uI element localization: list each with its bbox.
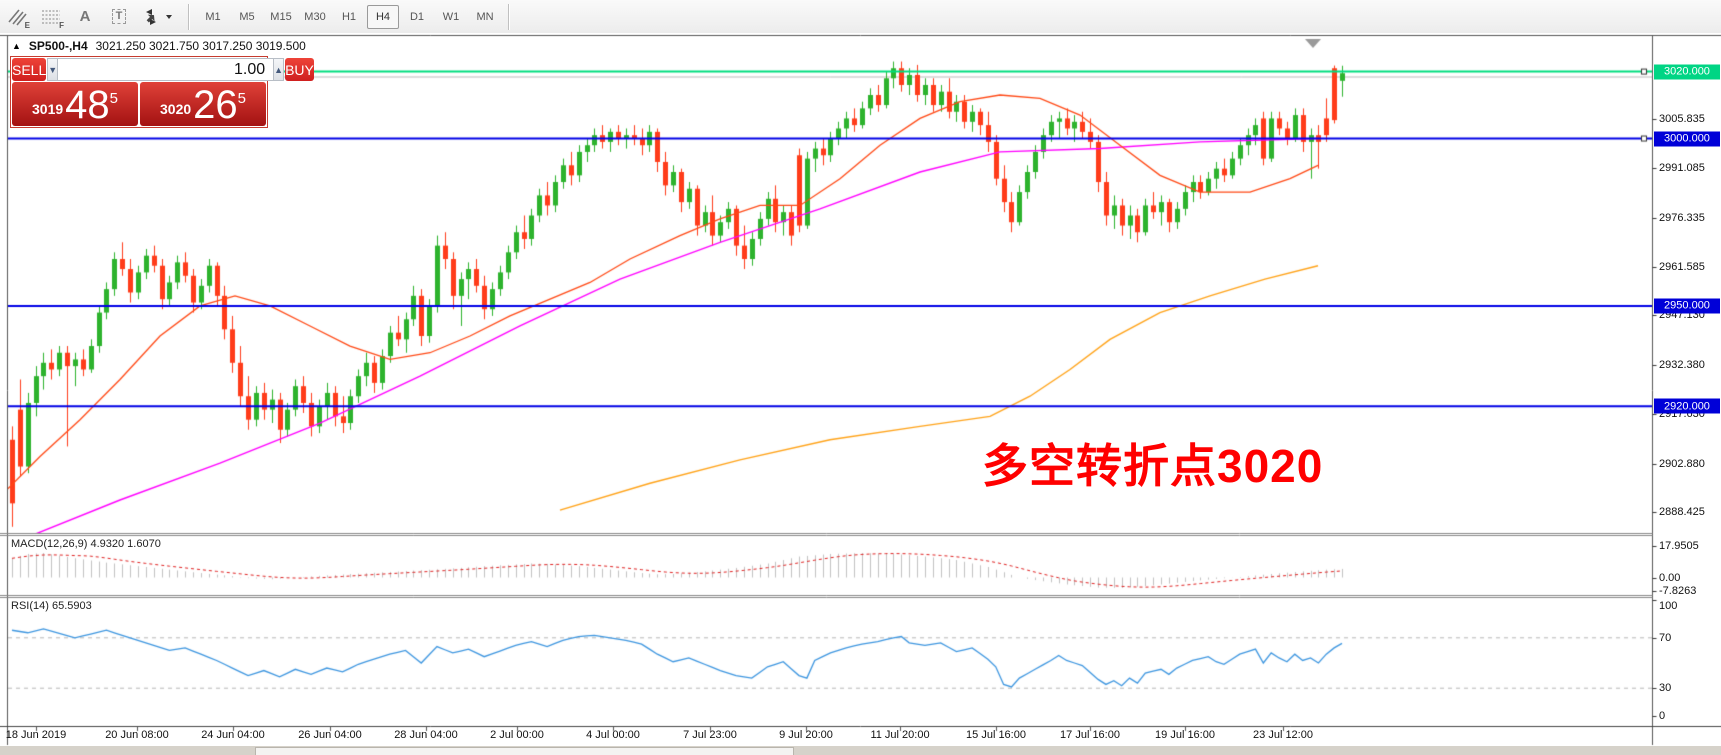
horizontal-scrollbar[interactable] bbox=[0, 746, 1721, 755]
sell-price-prefix: 3019 bbox=[32, 101, 64, 117]
price-line-badge: 3020.000 bbox=[1654, 64, 1720, 80]
date-tick-label: 2 Jul 00:00 bbox=[490, 729, 544, 741]
scrollbar-thumb[interactable] bbox=[255, 747, 794, 755]
rsi-tick-label: 100 bbox=[1659, 600, 1678, 612]
icon-sub-letter: F bbox=[59, 20, 64, 30]
timeframe-group: M1 M5 M15 M30 H1 H4 D1 W1 MN bbox=[196, 4, 502, 29]
price-tick-label: 2888.425 bbox=[1659, 505, 1705, 518]
date-tick-label: 28 Jun 04:00 bbox=[394, 729, 458, 741]
buy-price-main: 26 bbox=[193, 83, 238, 127]
price-tick-label: 2976.335 bbox=[1659, 211, 1705, 224]
date-tick-label: 15 Jul 16:00 bbox=[966, 729, 1026, 741]
sell-price-sup: 5 bbox=[109, 90, 118, 107]
price-tick-label: 2991.085 bbox=[1659, 162, 1705, 175]
date-tick-label: 18 Jun 2019 bbox=[5, 729, 67, 741]
date-tick-label: 23 Jul 12:00 bbox=[1253, 729, 1313, 741]
timeframe-M15[interactable]: M15 bbox=[270, 10, 292, 23]
icon-sub-letter: E bbox=[24, 20, 30, 30]
timeframe-W1[interactable]: W1 bbox=[442, 10, 460, 23]
price-tick-label: 2961.585 bbox=[1659, 261, 1705, 274]
chart-canvas[interactable] bbox=[0, 33, 1721, 755]
rsi-tick-label: 30 bbox=[1659, 682, 1672, 695]
sell-button[interactable]: SELL bbox=[12, 58, 47, 81]
buy-button[interactable]: BUY bbox=[285, 58, 314, 81]
date-tick-label: 20 Jun 08:00 bbox=[105, 729, 169, 741]
volume-decrease-button[interactable]: ▼ bbox=[47, 58, 59, 81]
date-tick-label: 4 Jul 00:00 bbox=[586, 729, 640, 741]
timeframe-M1[interactable]: M1 bbox=[205, 10, 221, 23]
timeframe-MN[interactable]: MN bbox=[476, 10, 494, 23]
timeframe-M30[interactable]: M30 bbox=[304, 10, 326, 23]
date-tick-label: 26 Jun 04:00 bbox=[298, 729, 362, 741]
rsi-label: RSI(14) 65.5903 bbox=[11, 600, 92, 612]
macd-label: MACD(12,26,9) 4.9320 1.6070 bbox=[11, 538, 161, 550]
rsi-tick-label: 0 bbox=[1659, 710, 1666, 722]
date-tick-label: 11 Jul 20:00 bbox=[870, 729, 930, 741]
volume-increase-button[interactable]: ▲ bbox=[273, 58, 285, 81]
cursor-arrows-icon[interactable] bbox=[140, 5, 178, 29]
macd-tick-label: 17.9505 bbox=[1659, 540, 1699, 553]
price-line-badge: 2950.000 bbox=[1654, 298, 1720, 314]
toolbar-separator bbox=[508, 3, 510, 30]
date-tick-label: 7 Jul 23:00 bbox=[683, 729, 737, 741]
date-tick-label: 19 Jul 16:00 bbox=[1155, 729, 1215, 741]
symbol-period-label: SP500-,H4 bbox=[28, 39, 88, 53]
chart-title: ▲ SP500-,H4 3021.250 3021.750 3017.250 3… bbox=[12, 39, 306, 53]
toolbar: E F A T M1 M5 M15 M30 H1 H4 D1 W1 MN bbox=[0, 0, 1721, 34]
toolbar-separator bbox=[188, 3, 190, 30]
sell-price-main: 48 bbox=[65, 83, 110, 127]
date-tick-label: 17 Jul 16:00 bbox=[1060, 729, 1120, 741]
collapse-panel-icon[interactable]: ▲ bbox=[12, 41, 21, 51]
timeframe-M5[interactable]: M5 bbox=[239, 10, 255, 23]
timeframe-H4[interactable]: H4 bbox=[367, 4, 399, 29]
price-tick-label: 2902.880 bbox=[1659, 457, 1705, 470]
volume-input[interactable] bbox=[58, 58, 274, 81]
price-line-badge: 2920.000 bbox=[1654, 398, 1720, 414]
chart-annotation-text: 多空转折点3020 bbox=[982, 440, 1324, 492]
sell-price-box[interactable]: 3019 48 5 bbox=[12, 82, 138, 126]
label-tool-icon[interactable]: T bbox=[106, 5, 132, 29]
ohlc-values: 3021.250 3021.750 3017.250 3019.500 bbox=[95, 39, 306, 53]
fibonacci-tools-icon[interactable]: F bbox=[38, 5, 64, 30]
macd-tick-label: -7.8263 bbox=[1659, 585, 1697, 597]
buy-price-box[interactable]: 3020 26 5 bbox=[140, 82, 266, 126]
buy-price-prefix: 3020 bbox=[160, 101, 192, 117]
rsi-tick-label: 70 bbox=[1659, 631, 1672, 644]
timeframe-H1[interactable]: H1 bbox=[341, 10, 357, 23]
buy-price-sup: 5 bbox=[237, 90, 246, 107]
price-line-badge: 3000.000 bbox=[1654, 131, 1720, 147]
macd-tick-label: 0.00 bbox=[1659, 571, 1681, 584]
date-tick-label: 9 Jul 20:00 bbox=[779, 729, 833, 741]
price-tick-label: 3005.835 bbox=[1659, 113, 1705, 125]
date-tick-label: 24 Jun 04:00 bbox=[201, 729, 265, 741]
timeframe-D1[interactable]: D1 bbox=[409, 10, 425, 23]
elliott-tools-icon[interactable]: E bbox=[4, 5, 30, 30]
price-tick-label: 2932.380 bbox=[1659, 358, 1705, 371]
text-tool-icon[interactable]: A bbox=[79, 8, 91, 25]
